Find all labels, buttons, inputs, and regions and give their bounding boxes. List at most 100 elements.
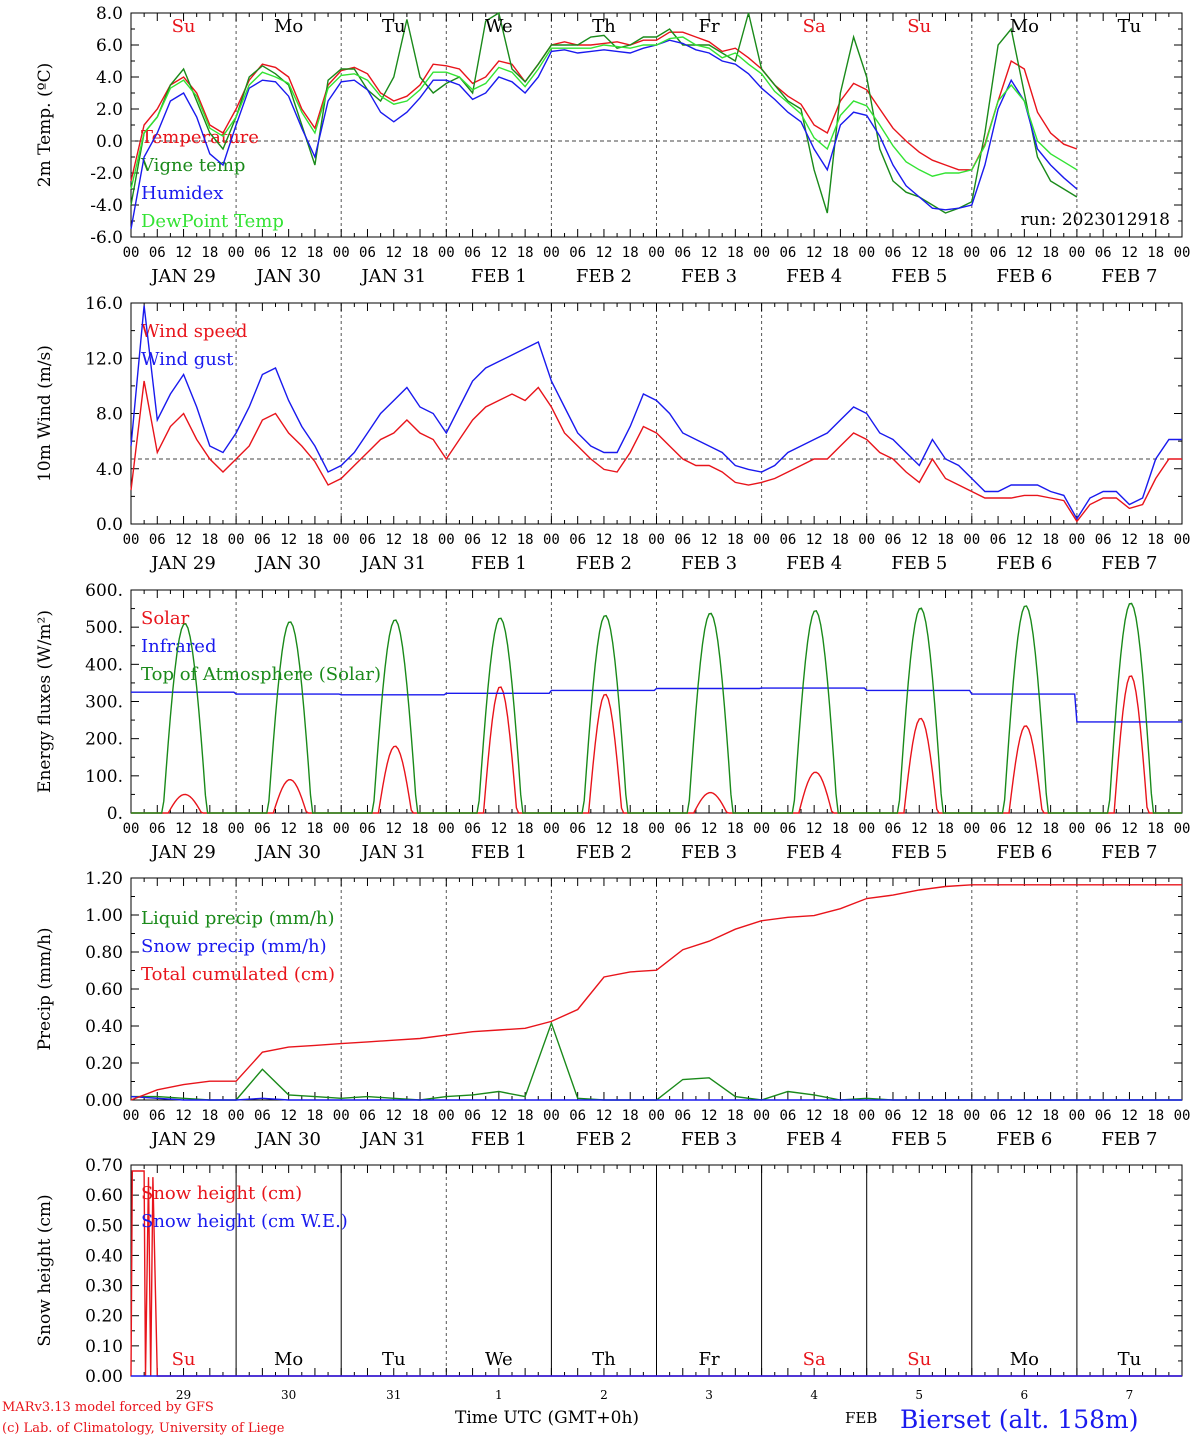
x-hour-label: 18: [937, 245, 954, 261]
station-label: Bierset (alt. 158m): [900, 1405, 1139, 1434]
x-hour-label: 00: [228, 821, 245, 837]
day-number-label: 1: [495, 1388, 503, 1402]
x-hour-label: 12: [490, 532, 507, 548]
legend-entry: Total cumulated (cm): [141, 964, 335, 985]
x-hour-label: 06: [359, 1108, 376, 1124]
x-date-label: FEB 2: [576, 553, 632, 574]
x-hour-label: 06: [254, 245, 271, 261]
x-hour-label: 12: [596, 1108, 613, 1124]
day-number-label: 29: [176, 1388, 191, 1402]
weekday-label: Mo: [274, 16, 303, 37]
x-hour-label: 18: [517, 532, 534, 548]
x-hour-label: 06: [254, 821, 271, 837]
y-tick-label: 100.: [85, 767, 123, 787]
x-hour-label: 00: [648, 1108, 665, 1124]
temperature-panel: 8.0 6.0 4.0 2.0 0.0 -2.0 -4.0 -6.0 2m Temp. (ºC)…: [35, 4, 1190, 287]
x-hour-label: 00: [753, 532, 770, 548]
x-hour-label: 00: [543, 821, 560, 837]
weekday-label: Mo: [1010, 16, 1039, 37]
x-hour-label: 12: [911, 245, 928, 261]
legend-entry: Vigne temp: [140, 155, 245, 176]
x-hour-label: 00: [438, 821, 455, 837]
x-hour-label: 06: [464, 821, 481, 837]
x-hour-label: 00: [1174, 821, 1191, 837]
y-tick-label: 300.: [85, 693, 123, 713]
series-line-total-cumulated-cm-: [130, 884, 1182, 1101]
x-date-label: FEB 2: [576, 842, 632, 863]
x-date-label: FEB 7: [1101, 266, 1157, 287]
x-date-label: JAN 31: [359, 553, 426, 574]
x-hour-label: 18: [727, 245, 744, 261]
weekday-label: Tu: [1118, 1349, 1142, 1370]
x-hour-label: 06: [990, 821, 1007, 837]
x-hour-label: 06: [1095, 245, 1112, 261]
x-hour-label: 00: [123, 245, 140, 261]
x-hour-label: 12: [280, 245, 297, 261]
x-hour-label: 06: [569, 821, 586, 837]
run-annotation: run: 2023012918: [1021, 210, 1170, 230]
x-hour-label: 06: [779, 821, 796, 837]
x-hour-label: 18: [306, 1108, 323, 1124]
x-hour-label: 12: [1121, 532, 1138, 548]
weekday-label: Sa: [803, 1349, 826, 1370]
x-hour-label: 06: [990, 245, 1007, 261]
x-date-label: FEB 2: [576, 1129, 632, 1150]
x-hour-label: 00: [1068, 821, 1085, 837]
weekday-label: Mo: [1010, 1349, 1039, 1370]
x-hour-label: 18: [1042, 245, 1059, 261]
x-hour-label: 12: [911, 532, 928, 548]
x-hour-label: 00: [858, 1108, 875, 1124]
x-hour-label: 12: [1121, 821, 1138, 837]
x-date-label: JAN 29: [149, 1129, 216, 1150]
x-date-label: JAN 30: [254, 1129, 321, 1150]
x-hour-label: 12: [806, 532, 823, 548]
x-date-label: FEB 6: [996, 266, 1052, 287]
weekday-label: Th: [592, 1349, 616, 1370]
legend-entry: Snow height (cm W.E.): [141, 1211, 348, 1232]
x-hour-label: 06: [674, 532, 691, 548]
y-tick-label: 400.: [85, 655, 123, 675]
day-number-label: 31: [386, 1388, 401, 1402]
legend-entry: Humidex: [141, 183, 223, 204]
y-tick-label: 4.0: [96, 460, 123, 480]
y-axis-label: Precip (mm/h): [35, 927, 55, 1050]
x-hour-label: 00: [858, 821, 875, 837]
x-hour-label: 00: [123, 532, 140, 548]
y-tick-label: 0.40: [85, 1246, 123, 1266]
x-hour-label: 12: [175, 1108, 192, 1124]
day-number-label: 2: [600, 1388, 608, 1402]
x-hour-label: 00: [858, 245, 875, 261]
x-hour-label: 00: [333, 245, 350, 261]
x-hour-label: 12: [806, 1108, 823, 1124]
x-date-label: JAN 29: [149, 842, 216, 863]
day-number-label: 6: [1021, 1388, 1029, 1402]
x-hour-label: 18: [937, 1108, 954, 1124]
x-date-label: JAN 29: [149, 553, 216, 574]
weekday-label: Th: [592, 16, 616, 37]
legend-entry: Top of Atmosphere (Solar): [141, 664, 381, 685]
x-hour-label: 06: [1095, 1108, 1112, 1124]
y-tick-label: 0.00: [85, 1091, 123, 1111]
y-tick-label: 0.30: [85, 1277, 123, 1297]
x-hour-label: 12: [596, 245, 613, 261]
y-tick-label: 2.0: [96, 100, 123, 120]
x-hour-label: 18: [832, 821, 849, 837]
x-date-label: FEB 6: [996, 1129, 1052, 1150]
x-hour-label: 12: [911, 821, 928, 837]
x-hour-label: 06: [254, 532, 271, 548]
x-hour-label: 18: [201, 821, 218, 837]
snow-panel: 0.70 0.60 0.50 0.40 0.30 0.20 0.10 0.00 Snow hei…: [35, 1156, 1183, 1402]
x-hour-label: 18: [1042, 821, 1059, 837]
x-hour-label: 00: [123, 821, 140, 837]
x-hour-label: 06: [779, 245, 796, 261]
x-hour-label: 06: [779, 1108, 796, 1124]
x-hour-label: 12: [280, 821, 297, 837]
x-hour-label: 12: [385, 245, 402, 261]
y-tick-label: 0.60: [85, 980, 123, 1000]
x-hour-label: 18: [622, 1108, 639, 1124]
x-hour-label: 12: [490, 1108, 507, 1124]
x-hour-label: 12: [806, 821, 823, 837]
y-tick-label: -2.0: [90, 164, 123, 184]
day-number-label: 5: [915, 1388, 923, 1402]
